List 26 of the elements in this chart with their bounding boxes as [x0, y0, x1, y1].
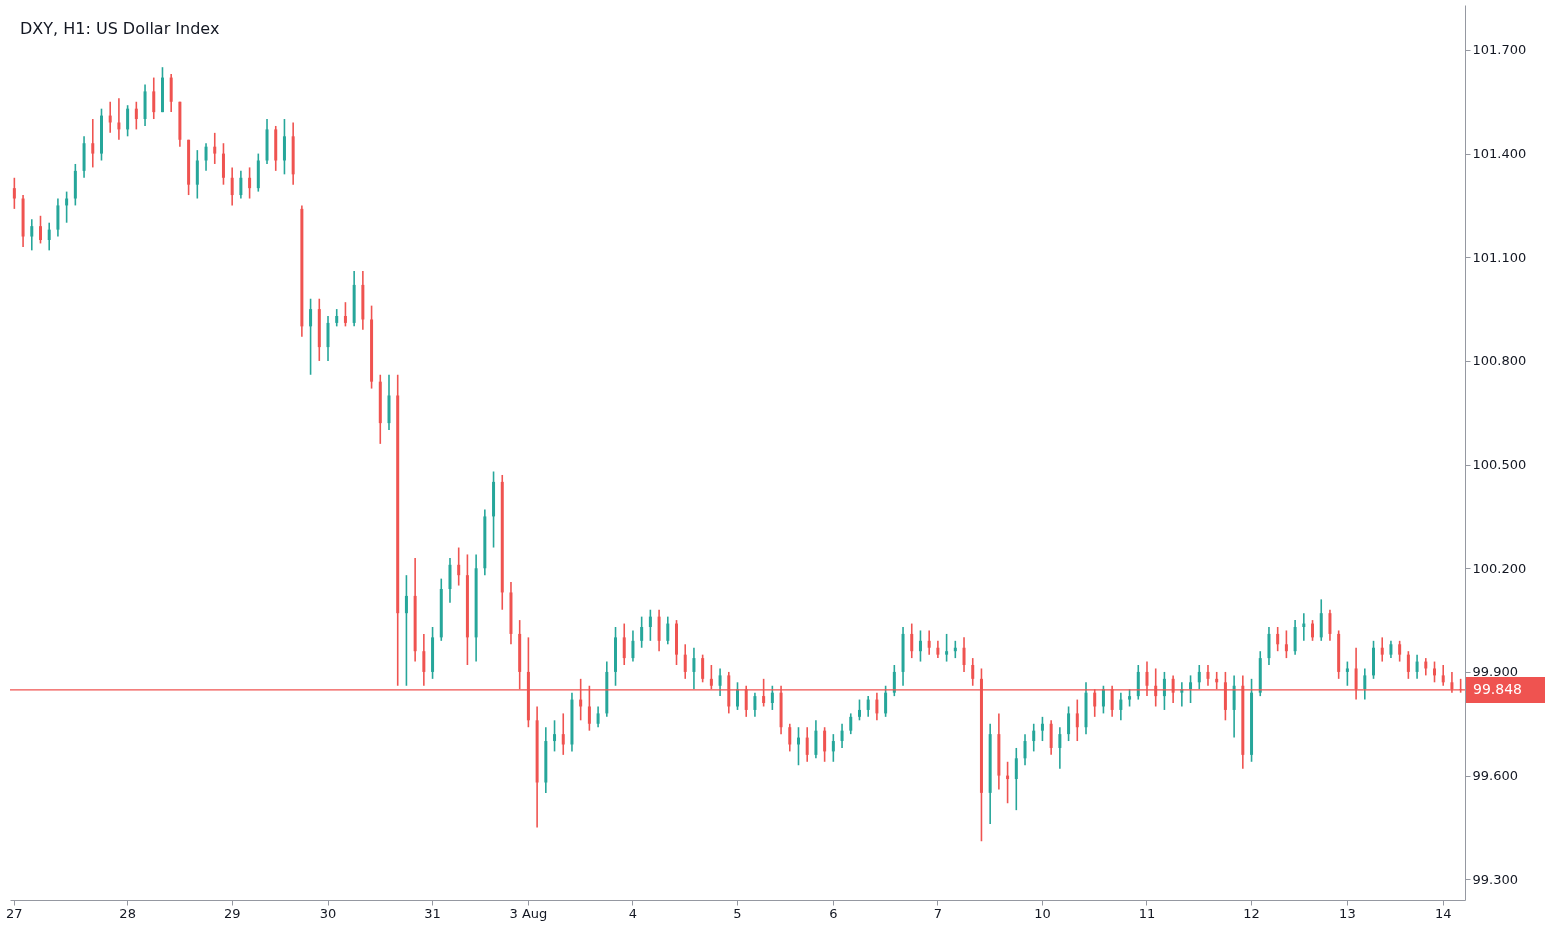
y-tick-label: 100.800 [1472, 353, 1527, 369]
x-tick-label: 30 [319, 905, 337, 921]
x-tick-label: 5 [733, 905, 742, 921]
text: DXY, H1: US Dollar Index [20, 19, 220, 38]
x-tick-label: 12 [1243, 905, 1260, 921]
y-tick-label: 101.100 [1472, 249, 1527, 265]
x-tick-label: 3 Aug [509, 905, 548, 921]
ref-line-label: 99.848 [1473, 680, 1522, 697]
x-tick-label: 13 [1339, 905, 1356, 921]
y-tick-label: 101.400 [1472, 146, 1527, 162]
y-tick-label: 99.300 [1472, 871, 1518, 887]
x-tick-label: 6 [829, 905, 838, 921]
x-tick-label: 4 [628, 905, 638, 921]
y-tick-label: 99.600 [1472, 768, 1518, 784]
x-tick-label: 31 [424, 905, 441, 921]
x-tick-label: 28 [119, 905, 136, 921]
y-tick-label: 99.900 [1472, 664, 1518, 680]
x-tick-label: 7 [933, 905, 943, 921]
y-tick-label: 100.200 [1472, 560, 1527, 576]
x-tick-label: 29 [223, 905, 241, 921]
x-tick-label: 11 [1138, 905, 1156, 921]
y-tick-label: 100.500 [1472, 457, 1527, 473]
x-tick-label: 14 [1434, 905, 1452, 921]
x-tick-label: 27 [6, 905, 23, 921]
x-tick-label: 10 [1034, 905, 1051, 921]
y-tick-label: 101.700 [1472, 42, 1527, 58]
